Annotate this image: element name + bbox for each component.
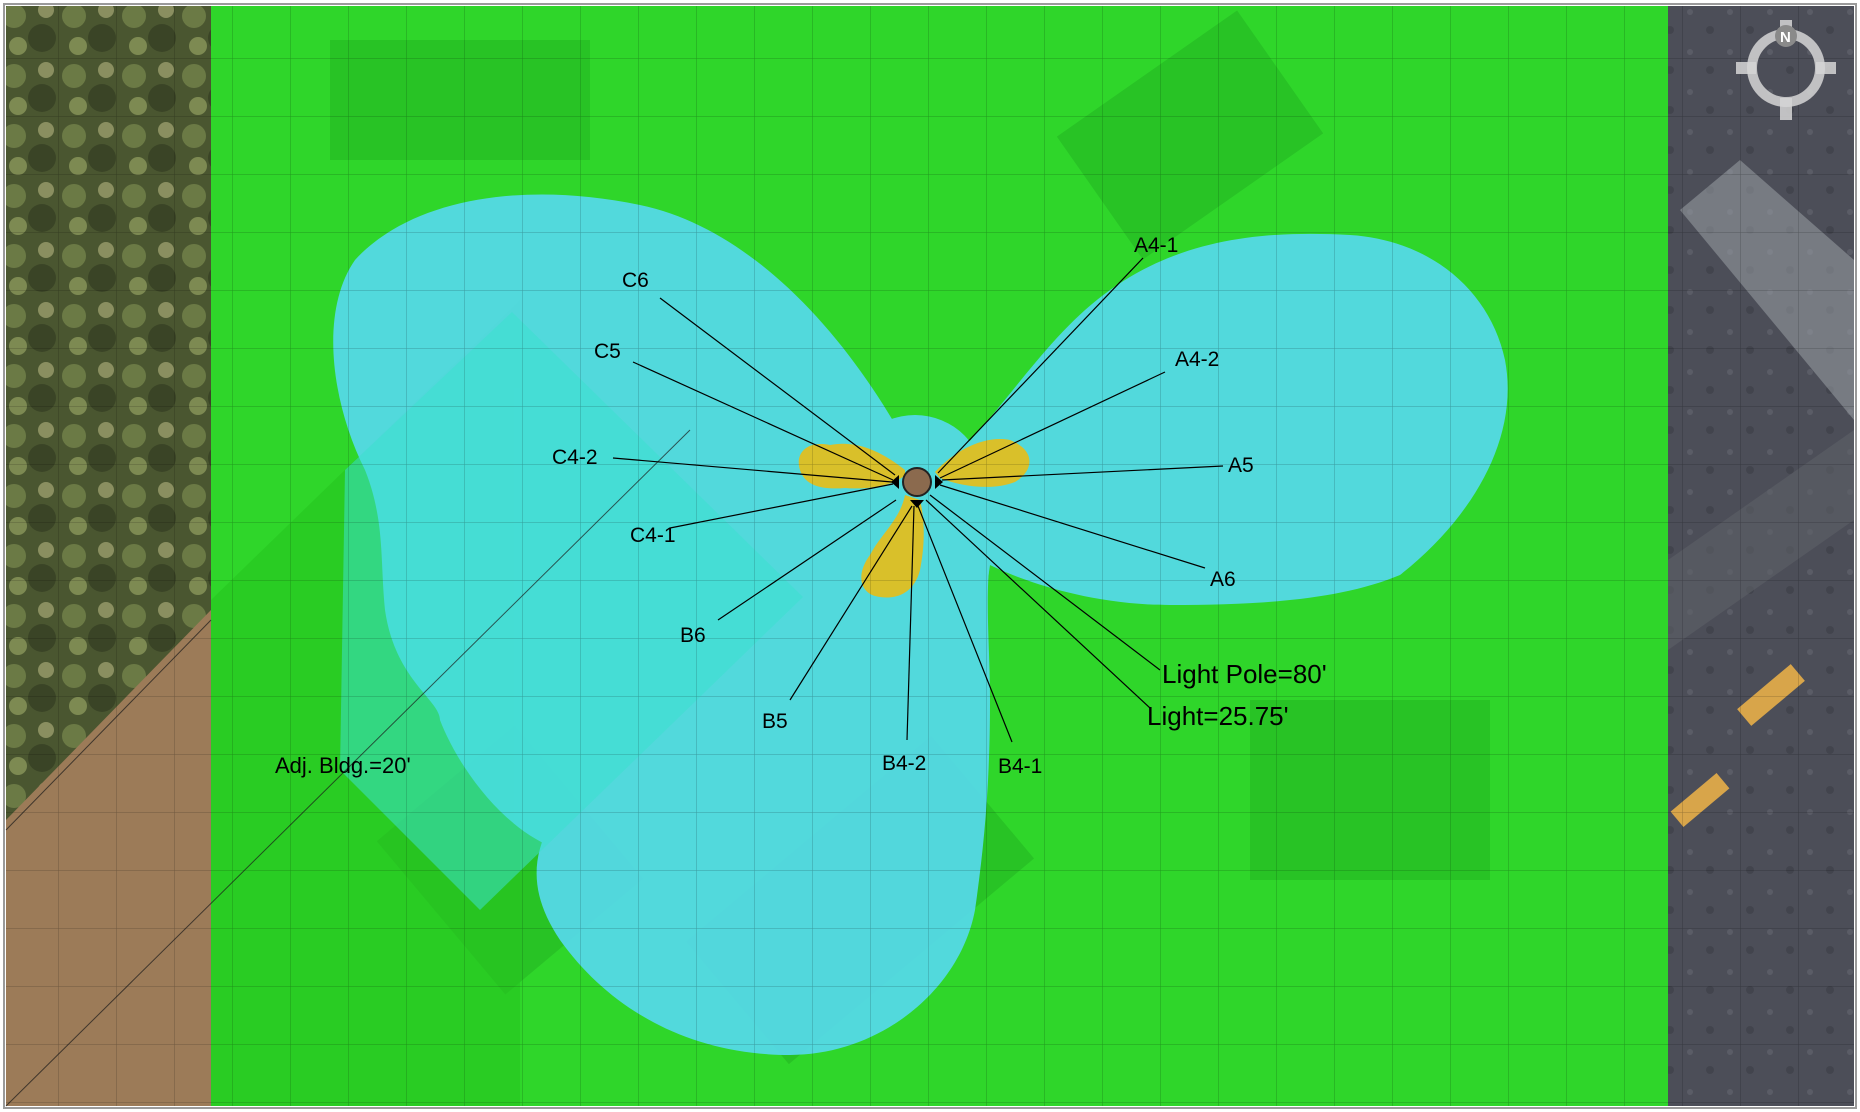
property-lines <box>5 429 691 1107</box>
label-a6: A6 <box>1210 568 1236 591</box>
compass-rose[interactable]: N <box>1736 20 1836 120</box>
label-light: Light=25.75' <box>1147 701 1289 731</box>
label-b4-2: B4-2 <box>882 752 926 775</box>
light-pole-base <box>902 467 932 497</box>
label-b5: B5 <box>762 710 788 733</box>
label-c6: C6 <box>622 269 649 292</box>
label-adj-bldg: Adj. Bldg.=20' <box>275 753 411 778</box>
compass-north-label: N <box>1780 29 1791 46</box>
label-b6: B6 <box>680 624 706 647</box>
label-light-pole: Light Pole=80' <box>1162 659 1327 689</box>
compass-arm <box>1736 20 1836 120</box>
luminaire-icon <box>891 475 899 489</box>
leader-lines <box>612 257 1224 743</box>
label-c5: C5 <box>594 340 621 363</box>
light-pole[interactable] <box>891 467 943 508</box>
luminaire-icon <box>935 475 943 489</box>
label-c4-2: C4-2 <box>552 446 598 469</box>
label-a4-1: A4-1 <box>1134 234 1178 257</box>
label-c4-1: C4-1 <box>630 524 676 547</box>
label-a4-2: A4-2 <box>1175 348 1219 371</box>
label-b4-1: B4-1 <box>998 755 1042 778</box>
label-a5: A5 <box>1228 454 1254 477</box>
compass-north-marker <box>1775 25 1797 47</box>
grid-overlay <box>6 6 1854 1106</box>
luminaire-icon <box>910 500 924 508</box>
